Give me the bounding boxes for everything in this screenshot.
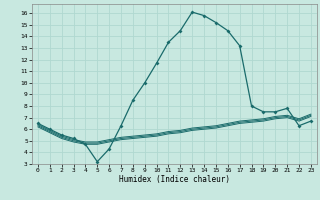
X-axis label: Humidex (Indice chaleur): Humidex (Indice chaleur) (119, 175, 230, 184)
